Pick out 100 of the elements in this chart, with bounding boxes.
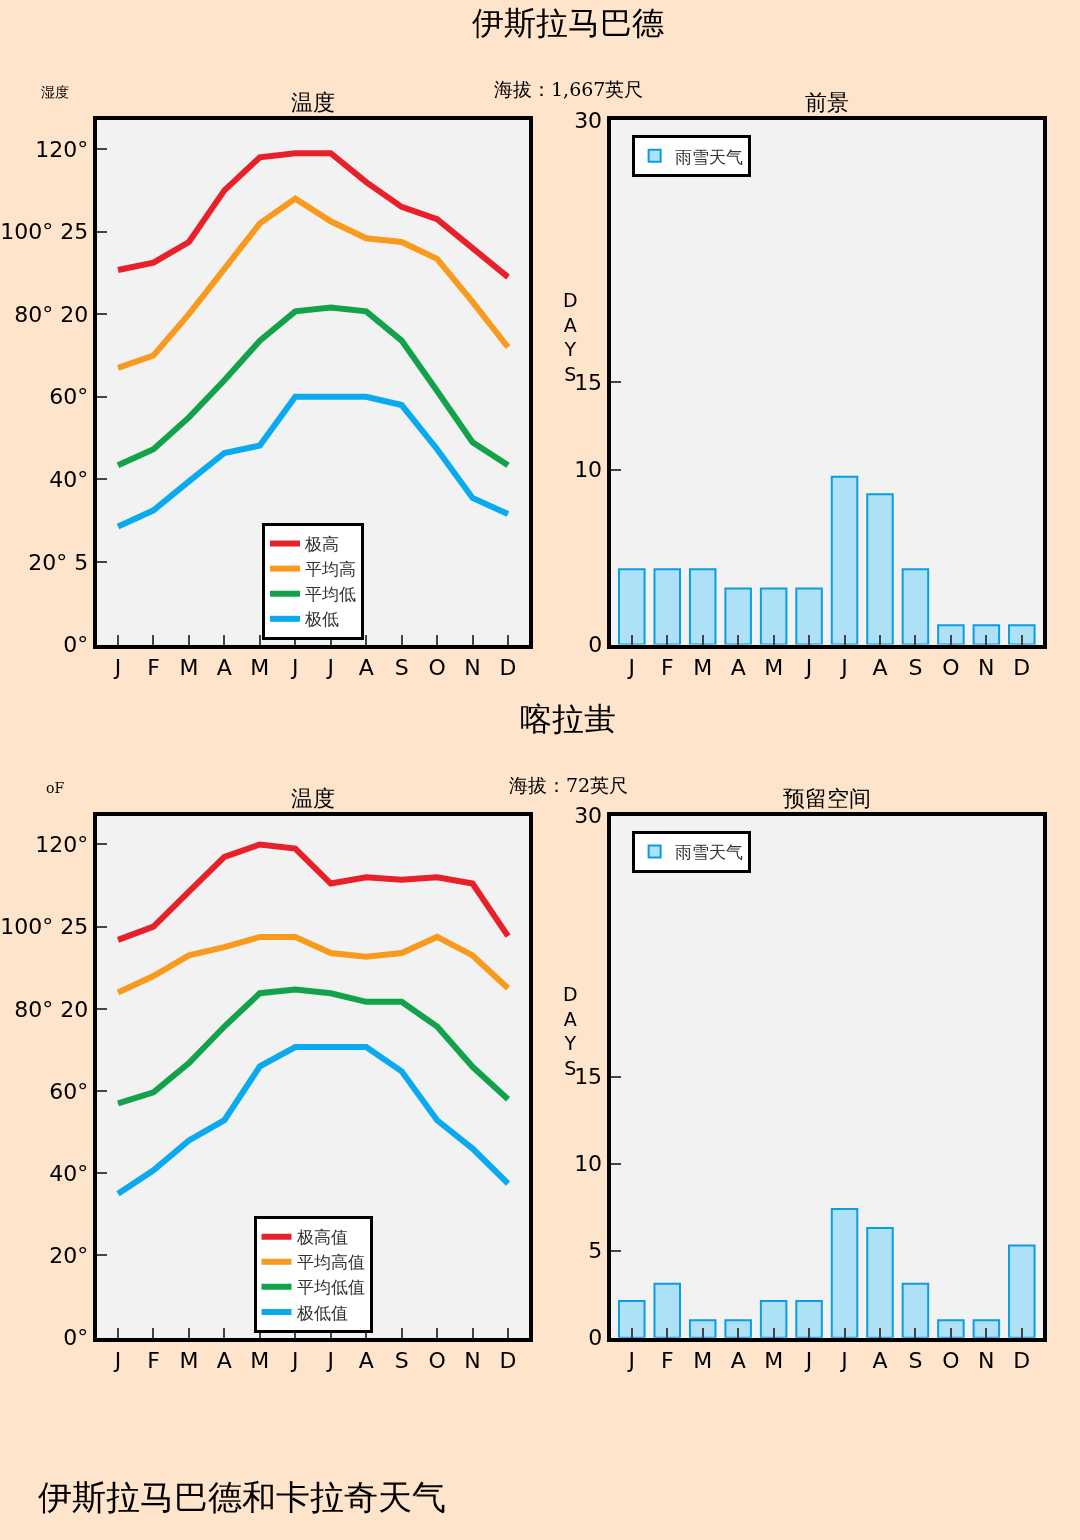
x-tick-label: O bbox=[942, 1348, 960, 1374]
x-tick-label: A bbox=[216, 1348, 232, 1374]
x-tick-label: D bbox=[499, 654, 517, 680]
bar bbox=[972, 1319, 1001, 1338]
bar bbox=[830, 1207, 859, 1338]
x-tick-label: A bbox=[358, 1348, 374, 1374]
y-tick-label: 60° bbox=[49, 384, 89, 410]
y-tick-label: 100° 25 bbox=[0, 219, 89, 245]
bar bbox=[759, 587, 788, 645]
x-tick-label: J bbox=[626, 654, 636, 680]
y-tick-label: 30 bbox=[574, 107, 603, 133]
bar bbox=[724, 1319, 752, 1338]
x-tick-label: J bbox=[839, 654, 848, 680]
y-tick-label: 5 bbox=[588, 1238, 603, 1264]
bar bbox=[795, 1300, 823, 1338]
legend-label: 极高值 bbox=[295, 1227, 348, 1248]
x-tick-label: F bbox=[147, 654, 160, 680]
y-tick-label: 20° bbox=[49, 1243, 89, 1269]
bar bbox=[901, 1282, 930, 1338]
y-tick-label: 40° bbox=[49, 1160, 89, 1186]
bar bbox=[937, 624, 965, 645]
x-tick-label: S bbox=[908, 1348, 923, 1374]
x-tick-label: J bbox=[626, 1348, 636, 1374]
x-tick-label: J bbox=[325, 654, 334, 680]
bar bbox=[901, 568, 930, 645]
bar bbox=[653, 568, 682, 645]
y-tick-label: 10 bbox=[574, 1151, 603, 1177]
bar bbox=[830, 475, 859, 645]
y-tick-label: 120° bbox=[35, 136, 89, 162]
x-tick-label: J bbox=[803, 654, 813, 680]
bar bbox=[618, 1300, 646, 1338]
x-tick-label: A bbox=[730, 1348, 746, 1374]
x-tick-label: F bbox=[147, 1348, 160, 1374]
text: 海拔：72英尺 bbox=[509, 774, 629, 796]
y-tick-label: 15 bbox=[574, 1064, 603, 1090]
text: 喀拉蚩 bbox=[520, 700, 616, 738]
x-tick-label: M bbox=[764, 1348, 784, 1374]
x-tick-label: F bbox=[660, 1348, 674, 1374]
x-tick-label: M bbox=[693, 1348, 713, 1374]
bar bbox=[759, 1300, 788, 1338]
x-tick-label: A bbox=[730, 654, 746, 680]
text: 伊斯拉马巴德 bbox=[472, 4, 664, 42]
y-tick-label: 40° bbox=[49, 467, 89, 493]
x-tick-label: J bbox=[290, 1348, 299, 1374]
x-tick-label: J bbox=[112, 1348, 122, 1374]
x-tick-label: M bbox=[764, 654, 784, 680]
x-tick-label: A bbox=[872, 1348, 888, 1374]
x-tick-label: M bbox=[250, 1348, 270, 1374]
x-tick-label: J bbox=[803, 1348, 813, 1374]
y-tick-label: 20° 5 bbox=[28, 549, 89, 575]
x-tick-label: S bbox=[394, 654, 409, 680]
bar bbox=[972, 624, 1001, 645]
legend-label: 平均高值 bbox=[296, 1252, 365, 1273]
y-tick-label: 120° bbox=[35, 832, 89, 858]
legend-label: 雨雪天气 bbox=[674, 146, 743, 167]
x-tick-label: D bbox=[1013, 654, 1031, 680]
chart-title: 前景 bbox=[805, 90, 849, 115]
x-tick-label: O bbox=[428, 1348, 446, 1374]
x-tick-label: M bbox=[693, 654, 713, 680]
x-tick-label: M bbox=[250, 654, 270, 680]
y-tick-label: 15 bbox=[574, 370, 603, 396]
bar bbox=[688, 1319, 717, 1338]
x-tick-label: A bbox=[872, 654, 888, 680]
x-tick-label: N bbox=[978, 1348, 995, 1374]
x-tick-label: F bbox=[660, 654, 674, 680]
y-tick-label: 0 bbox=[588, 1325, 603, 1351]
y-axis-title: 湿度 bbox=[41, 84, 69, 100]
x-tick-label: N bbox=[464, 654, 481, 680]
bar bbox=[795, 587, 823, 645]
x-tick-label: S bbox=[908, 654, 923, 680]
x-tick-label: J bbox=[839, 1348, 848, 1374]
text: 伊斯拉马巴德和卡拉奇天气 bbox=[38, 1477, 446, 1517]
y-tick-label: 10 bbox=[574, 457, 603, 483]
bar bbox=[724, 587, 752, 645]
y-tick-label: 30 bbox=[574, 803, 603, 829]
y-tick-label: 80° 20 bbox=[14, 301, 89, 327]
y-tick-label: 60° bbox=[49, 1078, 89, 1104]
x-tick-label: J bbox=[325, 1348, 334, 1374]
x-tick-label: A bbox=[358, 654, 374, 680]
x-tick-label: O bbox=[428, 654, 446, 680]
legend-label: 平均高 bbox=[305, 559, 357, 580]
legend-label: 极低 bbox=[304, 609, 340, 630]
y-tick-label: 0° bbox=[63, 1325, 89, 1351]
x-tick-label: N bbox=[978, 654, 995, 680]
chart-title: 温度 bbox=[291, 786, 335, 811]
y-tick-label: 0 bbox=[588, 632, 603, 658]
x-tick-label: O bbox=[942, 654, 960, 680]
y-axis-title: oF bbox=[46, 780, 65, 796]
x-tick-label: J bbox=[290, 654, 299, 680]
chart-title: 温度 bbox=[291, 90, 335, 115]
text: 海拔：1,667英尺 bbox=[494, 78, 644, 100]
x-tick-label: S bbox=[394, 1348, 409, 1374]
bar bbox=[1008, 624, 1036, 645]
bar bbox=[937, 1319, 965, 1338]
legend-label: 极高 bbox=[304, 534, 340, 555]
bar bbox=[866, 493, 894, 645]
bar bbox=[866, 1227, 894, 1338]
y-tick-label: 80° 20 bbox=[14, 996, 89, 1022]
x-tick-label: N bbox=[464, 1348, 481, 1374]
bar bbox=[618, 568, 646, 645]
